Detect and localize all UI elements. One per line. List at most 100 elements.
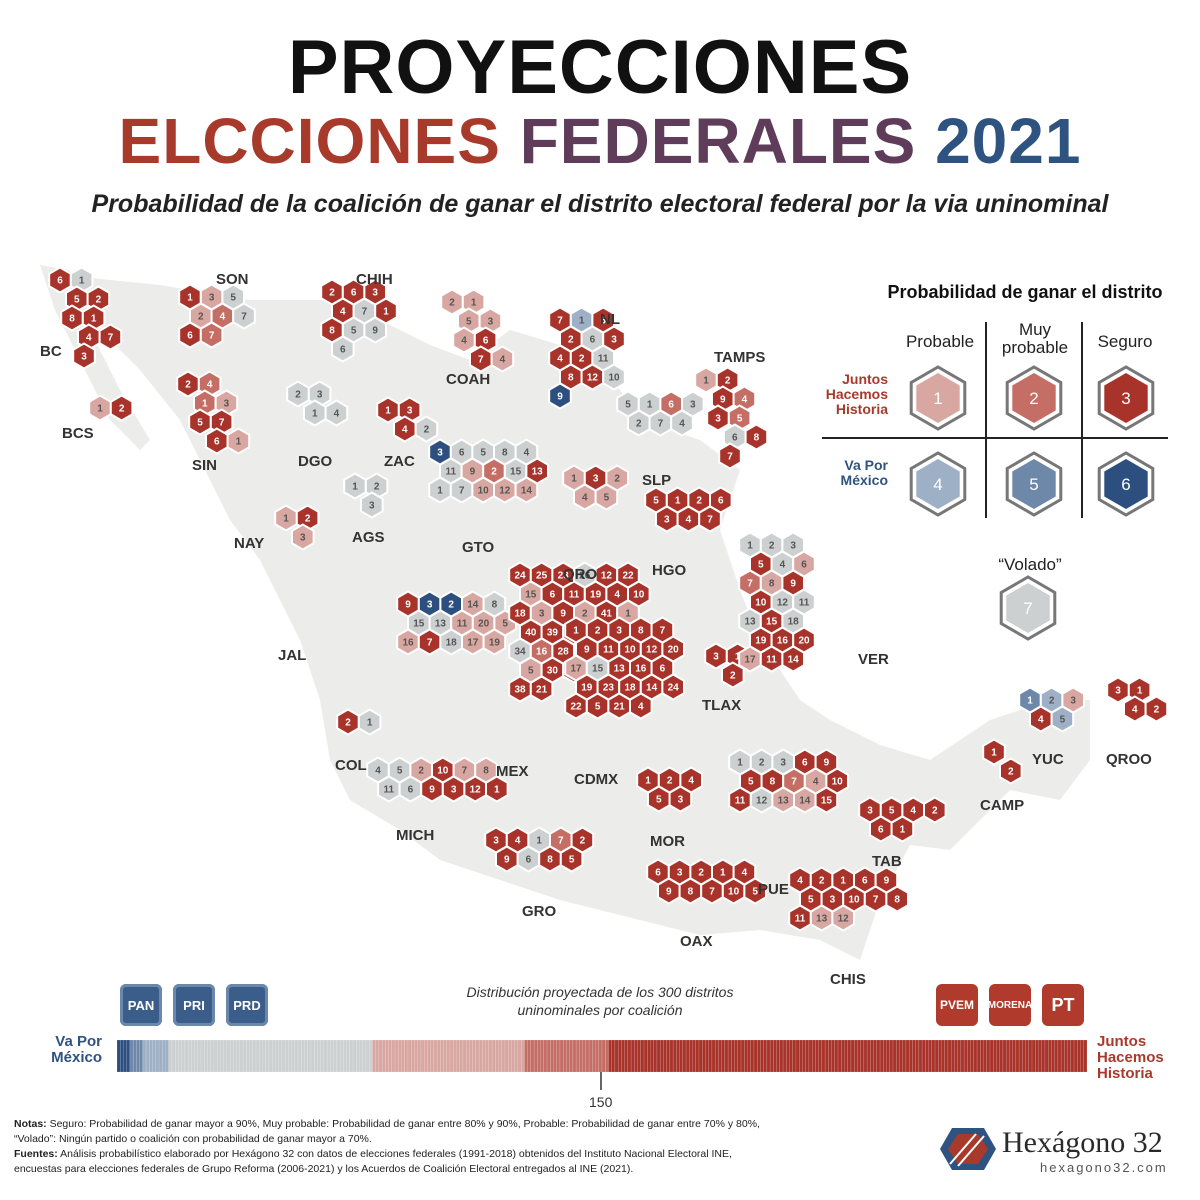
district-hex: 3 [668, 785, 693, 813]
district-number: 4 [1038, 715, 1044, 726]
notes-text: Seguro: Probabilidad de ganar mayor a 90… [14, 1118, 760, 1145]
district-hex: 7 [232, 302, 256, 330]
district-hex: 14 [781, 645, 805, 673]
legend-row-vpm: Va Por México [840, 457, 888, 488]
bar-district-cell [634, 1039, 638, 1073]
district-number: 3 [407, 406, 413, 417]
district-hex: 1 [357, 708, 382, 736]
district-number: 4 [742, 395, 748, 406]
district-number: 4 [515, 836, 521, 847]
legend-hex-7: 7 [999, 575, 1057, 641]
state-label: MICH [396, 827, 434, 844]
party-morena: MORENA [988, 984, 1032, 1026]
district-number: 5 [748, 777, 754, 788]
bar-district-cell [220, 1039, 224, 1073]
district-number: 8 [329, 326, 335, 337]
bar-district-cell [614, 1039, 619, 1073]
bar-district-cell [537, 1039, 541, 1073]
bar-district-cell [136, 1039, 140, 1073]
bar-district-cell [854, 1039, 858, 1073]
district-number: 9 [584, 645, 590, 656]
district-number: 6 [550, 590, 556, 601]
district-number: 7 [459, 486, 465, 497]
district-number: 2 [667, 776, 673, 787]
district-number: 3 [81, 352, 87, 363]
district-number: 3 [867, 806, 873, 817]
district-hex: 7 [698, 505, 722, 533]
district-number: 8 [492, 600, 498, 611]
bar-district-cell [802, 1039, 806, 1073]
district-number: 6 [878, 825, 884, 836]
district-number: 1 [236, 437, 242, 448]
bar-district-cell [660, 1039, 664, 1073]
district-number: 1 [840, 876, 846, 887]
district-number: 7 [108, 333, 114, 344]
state-label: MEX [496, 763, 529, 780]
bar-district-cell [346, 1039, 351, 1073]
district-hex: 7 [98, 323, 123, 351]
district-number: 7 [873, 895, 879, 906]
district-number: 2 [696, 496, 702, 507]
district-number: 21 [536, 685, 548, 696]
district-number: 1 [352, 482, 358, 493]
bar-district-cell [747, 1039, 751, 1073]
district-number: 9 [504, 855, 510, 866]
bar-district-cell [378, 1039, 383, 1073]
bar-district-cell [469, 1039, 473, 1073]
district-number: 14 [467, 600, 479, 611]
district-hex: 4 [670, 409, 694, 437]
district-number: 6 [862, 876, 868, 887]
bar-district-cell [1060, 1039, 1065, 1073]
district-number: 4 [524, 448, 530, 459]
district-number: 10 [608, 373, 620, 384]
district-number: 10 [437, 766, 449, 777]
party-pri: PRI [173, 984, 215, 1026]
district-number: 6 [668, 400, 674, 411]
district-number: 2 [449, 298, 455, 309]
state-label: BC [40, 343, 62, 360]
bar-district-cell [925, 1039, 929, 1073]
state-label: PUE [758, 881, 789, 898]
bar-district-cell [967, 1039, 971, 1073]
state-label: DGO [298, 453, 333, 470]
state-label: AGS [352, 529, 385, 546]
bar-district-cell [711, 1039, 716, 1073]
bar-district-cell [543, 1039, 548, 1073]
district-number: 18 [788, 617, 800, 628]
bar-district-cell [527, 1039, 532, 1073]
district-number: 5 [74, 295, 80, 306]
district-number: 19 [489, 638, 501, 649]
bar-district-cell [672, 1039, 677, 1073]
district-number: 11 [795, 914, 806, 925]
bar-district-cell [963, 1039, 968, 1073]
district-number: 12 [756, 796, 768, 807]
bar-district-cell [666, 1039, 671, 1073]
bar-district-cell [233, 1039, 237, 1073]
district-number: 3 [427, 600, 433, 611]
bar-district-cell [705, 1039, 709, 1073]
district-number: 5 [397, 766, 403, 777]
district-number: 5 [653, 496, 659, 507]
bar-district-cell [1022, 1039, 1026, 1073]
district-number: 25 [536, 571, 548, 582]
bar-district-cell [288, 1039, 292, 1073]
bar-district-cell [517, 1039, 522, 1073]
district-number: 3 [369, 501, 375, 512]
district-number: 13 [435, 619, 447, 630]
district-hex: 4 [490, 345, 515, 373]
district-number: 17 [570, 664, 582, 675]
district-number: 16 [402, 638, 414, 649]
bar-district-cell [915, 1039, 920, 1073]
bar-tick-150: 150 [589, 1094, 613, 1110]
district-number: 20 [478, 619, 490, 630]
district-hex: 19 [482, 628, 507, 656]
district-number: 15 [592, 664, 604, 675]
district-number: 1 [79, 276, 85, 287]
bar-district-cell [1073, 1039, 1078, 1073]
bar-district-cell [1038, 1039, 1042, 1073]
bar-district-cell [417, 1039, 422, 1073]
district-number: 5 [595, 702, 601, 713]
district-number: 14 [799, 796, 811, 807]
district-number: 10 [478, 486, 490, 497]
bar-district-cell [993, 1039, 997, 1073]
